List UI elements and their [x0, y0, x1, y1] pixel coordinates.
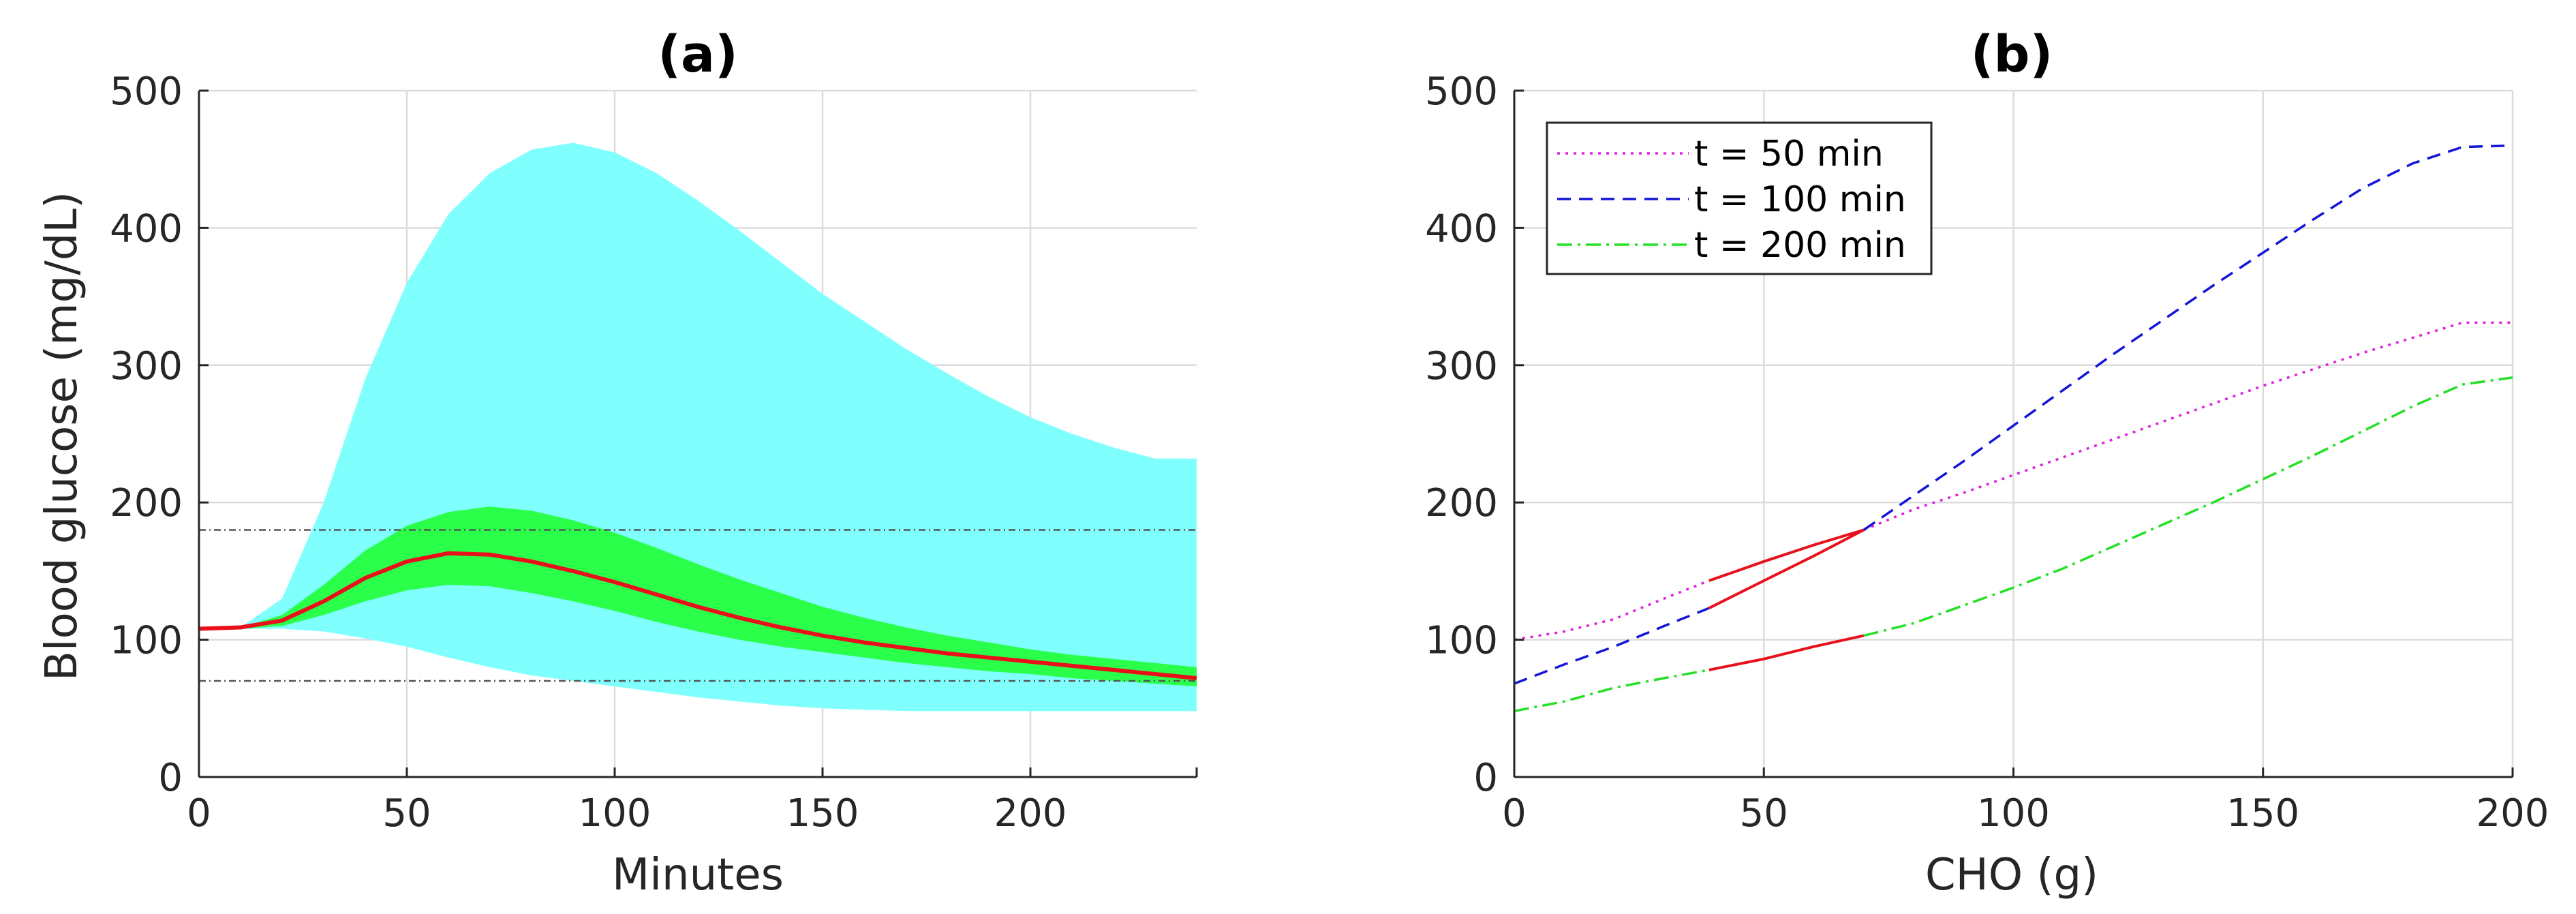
panel-b-x-tick-label: 200 — [2477, 791, 2549, 836]
panel-b-x-axis-label: CHO (g) — [1925, 850, 2098, 900]
panel-a-y-tick-label: 0 — [158, 756, 183, 800]
panel-b-y-tick-label: 300 — [1425, 344, 1498, 389]
panel-b-tick-labels: 0 50 100 150 200 0 100 200 300 400 500 — [1425, 70, 2549, 836]
panel-b-x-tick-label: 100 — [1977, 791, 2050, 836]
panel-a-tick-labels: 0 50 100 150 200 0 100 200 300 400 500 — [110, 70, 1067, 836]
series-1-highlight-segment — [1708, 528, 1865, 610]
panel-b-title: (b) — [1971, 25, 2053, 84]
panel-a-x-tick-label: 200 — [994, 791, 1067, 836]
series-2-line-right — [1863, 376, 2513, 637]
mean-glucose-line — [198, 551, 1197, 680]
legend-items: t = 50 min t = 100 min t = 200 min — [1557, 134, 1906, 266]
series-1-line-left — [1514, 607, 1710, 685]
panel-b: (b) 0 50 100 150 200 0 100 200 300 400 500 CHO (g)… — [1425, 25, 2549, 900]
panel-a-y-tick-label: 500 — [110, 70, 183, 114]
panel-b-y-tick-label: 100 — [1425, 619, 1498, 663]
series-1-line-right — [1862, 144, 2513, 531]
panel-a-x-tick-label: 0 — [187, 791, 211, 836]
panel-a-x-tick-label: 100 — [579, 791, 651, 836]
panel-b-x-tick-label: 0 — [1502, 791, 1527, 836]
panel-b-grid — [1514, 89, 2514, 777]
panel-a-lines — [198, 529, 1197, 682]
panel-b-x-tick-label: 150 — [2226, 791, 2299, 836]
panel-a: (a) 0 50 100 150 200 0 100 200 300 400 500 Minutes… — [37, 25, 1198, 900]
series-0-highlight-segment — [1708, 528, 1865, 582]
legend-label-0: t = 50 min — [1694, 134, 1884, 174]
panel-a-y-tick-label: 200 — [110, 481, 183, 525]
panel-a-x-axis-label: Minutes — [612, 850, 784, 900]
panel-a-y-tick-label: 400 — [110, 207, 183, 251]
panel-b-y-tick-label: 0 — [1473, 756, 1498, 800]
legend-label-1: t = 100 min — [1694, 179, 1906, 220]
panel-b-y-tick-label: 400 — [1425, 207, 1498, 251]
panel-b-y-tick-label: 200 — [1425, 481, 1498, 525]
panel-a-title: (a) — [658, 25, 738, 84]
panel-b-lines — [1514, 144, 2513, 713]
panel-a-y-axis-label: Blood glucose (mg/dL) — [37, 192, 87, 681]
panel-b-x-tick-label: 50 — [1740, 791, 1788, 836]
series-0-line-right — [1863, 321, 2513, 532]
panel-a-x-tick-label: 50 — [382, 791, 431, 836]
legend: t = 50 min t = 100 min t = 200 min — [1546, 121, 1933, 275]
panel-a-y-tick-label: 300 — [110, 344, 183, 389]
series-2-line-left — [1514, 669, 1710, 713]
panel-b-axes — [1513, 89, 2514, 778]
panel-a-x-tick-label: 150 — [786, 791, 859, 836]
panel-a-axes — [198, 89, 1198, 778]
panel-b-y-tick-label: 500 — [1425, 70, 1498, 114]
panel-a-y-tick-label: 100 — [110, 619, 183, 663]
series-0-line-left — [1514, 579, 1710, 641]
legend-label-2: t = 200 min — [1694, 225, 1906, 266]
series-2-highlight-segment — [1708, 634, 1865, 671]
